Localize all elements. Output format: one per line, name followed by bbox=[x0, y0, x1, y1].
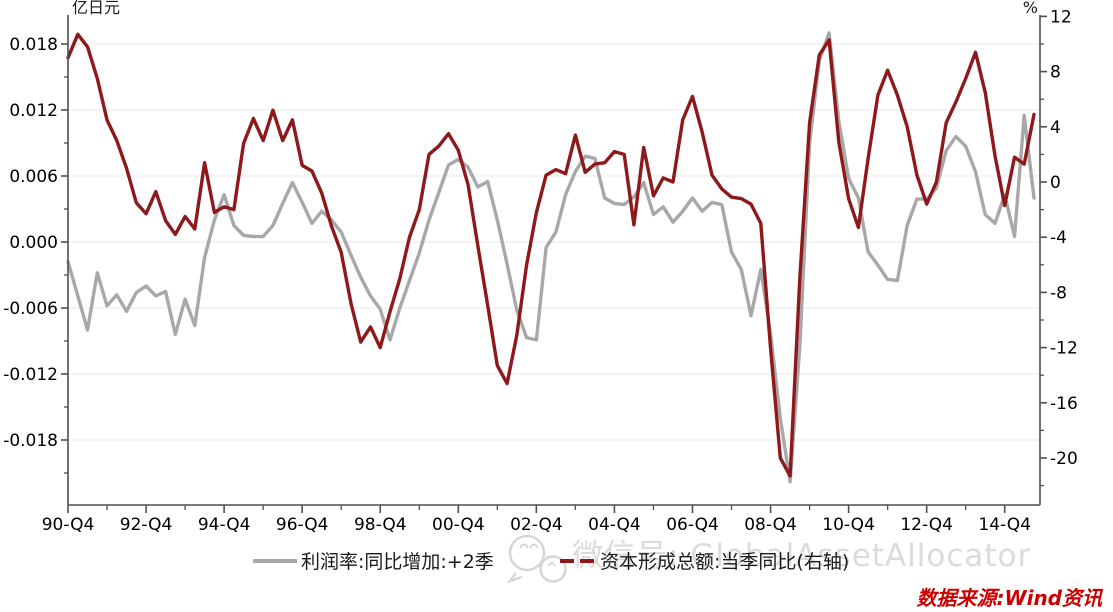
right-axis-tick-label: -16 bbox=[1050, 394, 1078, 414]
right-axis-tick-label: -12 bbox=[1050, 339, 1078, 359]
profit-margin-series-line bbox=[66, 31, 1036, 484]
right-axis-tick-label: 12 bbox=[1050, 7, 1072, 27]
axes bbox=[61, 15, 1047, 513]
data-source-note: 数据来源:Wind资讯 bbox=[917, 586, 1104, 610]
x-axis-tick-label: 06-Q4 bbox=[666, 515, 719, 535]
left-axis-tick-label: 0.006 bbox=[9, 167, 58, 187]
watermark: 微信号: GlobalAssetAllocator bbox=[506, 534, 1031, 584]
left-axis-tick-label: -0.006 bbox=[3, 299, 58, 319]
right-axis-tick-label: 4 bbox=[1050, 118, 1061, 138]
x-axis-tick-label: 00-Q4 bbox=[432, 515, 485, 535]
left-axis-tick-label: -0.012 bbox=[3, 365, 58, 385]
legend-label-profit: 利润率:同比增加:+2季 bbox=[301, 551, 494, 573]
x-axis-tick-label: 90-Q4 bbox=[42, 515, 95, 535]
right-axis-tick-label: -8 bbox=[1050, 283, 1067, 303]
left-axis-tick-label: 0.000 bbox=[9, 233, 58, 253]
right-axis-tick-label: 8 bbox=[1050, 63, 1061, 83]
watermark-text: 微信号: GlobalAssetAllocator bbox=[572, 538, 1031, 574]
right-axis-tick-label: -4 bbox=[1050, 228, 1067, 248]
right-axis-tick-label: 0 bbox=[1050, 173, 1061, 193]
series-lines bbox=[66, 31, 1036, 484]
x-axis-tick-label: 98-Q4 bbox=[354, 515, 407, 535]
x-axis-tick-label: 02-Q4 bbox=[510, 515, 563, 535]
wechat-icon bbox=[506, 534, 567, 584]
legend-label-capital: 资本形成总额:当季同比(右轴) bbox=[600, 551, 849, 573]
x-axis-tick-label: 96-Q4 bbox=[276, 515, 329, 535]
x-axis-tick-label: 92-Q4 bbox=[120, 515, 173, 535]
left-axis-tick-label: 0.018 bbox=[9, 35, 58, 55]
left-axis-unit-label: 亿日元 bbox=[72, 0, 120, 17]
left-axis-tick-label: -0.018 bbox=[3, 431, 58, 451]
x-axis-tick-label: 10-Q4 bbox=[822, 515, 875, 535]
tick-labels: 0.018 0.012 0.006 0.000 -0.006 -0.012 -0.018 12… bbox=[3, 7, 1078, 535]
x-axis-tick-label: 04-Q4 bbox=[588, 515, 641, 535]
legend: 利润率:同比增加:+2季 资本形成总额:当季同比(右轴) bbox=[253, 551, 849, 573]
gridlines bbox=[68, 43, 1040, 441]
left-axis-tick-label: 0.012 bbox=[9, 101, 58, 121]
right-axis-unit-label: % bbox=[1023, 0, 1038, 17]
x-axis-tick-label: 12-Q4 bbox=[900, 515, 953, 535]
x-axis-tick-label: 94-Q4 bbox=[198, 515, 251, 535]
x-axis-tick-label: 14-Q4 bbox=[978, 515, 1031, 535]
x-axis-tick-label: 08-Q4 bbox=[744, 515, 797, 535]
right-axis-tick-label: -20 bbox=[1050, 449, 1078, 469]
capital-formation-series-line bbox=[66, 32, 1036, 478]
